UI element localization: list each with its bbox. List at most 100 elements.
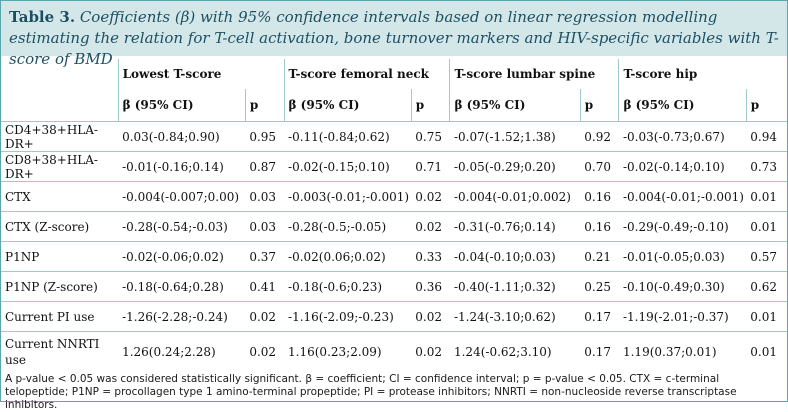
beta-cell: 1.16(0.23;2.09): [284, 331, 412, 372]
table-row: Current PI use -1.26(-2.28;-0.24) 0.02 -…: [1, 301, 787, 332]
p-cell: 0.25: [580, 271, 619, 302]
table-row: CD4+38+HLA-DR+ 0.03(-0.84;0.90) 0.95 -0.…: [1, 121, 787, 152]
group-header: Lowest T-score: [117, 59, 285, 89]
beta-cell: -1.24(-3.10;0.62): [449, 301, 581, 332]
variable-cell: Current NNRTI use: [1, 331, 119, 372]
beta-cell: -0.28(-0.5;-0.05): [284, 211, 412, 242]
regression-table: Lowest T-score T-score femoral neck T-sc…: [1, 59, 787, 372]
p-cell: 0.41: [245, 271, 285, 302]
beta-cell: -0.18(-0.6;0.23): [284, 271, 412, 302]
group-header: T-score femoral neck: [283, 59, 450, 89]
beta-header: β (95% CI): [283, 89, 412, 122]
caption-label: Table 3.: [9, 8, 76, 26]
beta-cell: -0.31(-0.76;0.14): [449, 211, 581, 242]
table-row: P1NP -0.02(-0.06;0.02) 0.37 -0.02(0.06;0…: [1, 241, 787, 272]
p-cell: 0.62: [746, 271, 787, 302]
p-cell: 0.71: [411, 151, 450, 182]
empty-header-cell: [1, 59, 118, 89]
variable-cell: CD4+38+HLA-DR+: [1, 121, 119, 152]
beta-cell: -0.004(-0.01;0.002): [449, 181, 581, 212]
table-footnote: A p-value < 0.05 was considered statisti…: [5, 373, 737, 411]
beta-header: β (95% CI): [618, 89, 747, 122]
p-cell: 0.17: [580, 301, 619, 332]
beta-cell: -0.18(-0.64;0.28): [118, 271, 246, 302]
group-header: T-score lumbar spine: [449, 59, 619, 89]
beta-cell: -0.28(-0.54;-0.03): [118, 211, 246, 242]
variable-cell: Current PI use: [1, 301, 119, 332]
p-cell: 0.02: [245, 331, 285, 372]
p-cell: 0.01: [746, 211, 787, 242]
beta-cell: -0.02(-0.15;0.10): [284, 151, 412, 182]
variable-cell: P1NP (Z-score): [1, 271, 119, 302]
beta-cell: -0.02(-0.06;0.02): [118, 241, 246, 272]
beta-cell: 1.24(-0.62;3.10): [449, 331, 581, 372]
variable-cell: CD8+38+HLA-DR+: [1, 151, 119, 182]
p-cell: 0.94: [746, 121, 787, 152]
p-cell: 0.37: [245, 241, 285, 272]
beta-cell: -1.16(-2.09;-0.23): [284, 301, 412, 332]
beta-header: β (95% CI): [449, 89, 581, 122]
p-header: p: [244, 89, 285, 122]
p-cell: 0.70: [580, 151, 619, 182]
p-cell: 0.36: [411, 271, 450, 302]
beta-cell: -0.04(-0.10;0.03): [449, 241, 581, 272]
p-cell: 0.16: [580, 211, 619, 242]
beta-cell: -0.03(-0.73;0.67): [618, 121, 747, 152]
beta-cell: -0.02(-0.14;0.10): [618, 151, 747, 182]
p-header: p: [745, 89, 787, 122]
table-row: Current NNRTI use 1.26(0.24;2.28) 0.02 1…: [1, 331, 787, 372]
p-cell: 0.02: [245, 301, 285, 332]
p-cell: 0.16: [580, 181, 619, 212]
p-cell: 0.01: [746, 181, 787, 212]
beta-cell: -0.004(-0.01;-0.001): [618, 181, 747, 212]
p-cell: 0.75: [411, 121, 450, 152]
p-header: p: [410, 89, 450, 122]
table-row: CD8+38+HLA-DR+ -0.01(-0.16;0.14) 0.87 -0…: [1, 151, 787, 182]
table-row: CTX -0.004(-0.007;0.00) 0.03 -0.003(-0.0…: [1, 181, 787, 212]
p-cell: 0.95: [245, 121, 285, 152]
beta-cell: -0.40(-1.11;0.32): [449, 271, 581, 302]
p-cell: 0.57: [746, 241, 787, 272]
variable-cell: CTX (Z-score): [1, 211, 119, 242]
beta-cell: 1.26(0.24;2.28): [118, 331, 246, 372]
group-header: T-score hip: [618, 59, 787, 89]
table-row: CTX (Z-score) -0.28(-0.54;-0.03) 0.03 -0…: [1, 211, 787, 242]
beta-cell: -0.01(-0.05;0.03): [618, 241, 747, 272]
beta-cell: -0.11(-0.84;0.62): [284, 121, 412, 152]
beta-cell: -0.003(-0.01;-0.001): [284, 181, 412, 212]
p-cell: 0.21: [580, 241, 619, 272]
p-cell: 0.02: [411, 331, 450, 372]
beta-cell: -0.004(-0.007;0.00): [118, 181, 246, 212]
table-row: P1NP (Z-score) -0.18(-0.64;0.28) 0.41 -0…: [1, 271, 787, 302]
group-header-row: Lowest T-score T-score femoral neck T-sc…: [1, 59, 787, 89]
variable-cell: CTX: [1, 181, 119, 212]
p-header: p: [579, 89, 619, 122]
caption-text: Coefficients (β) with 95% confidence int…: [9, 8, 779, 68]
p-cell: 0.03: [245, 181, 285, 212]
beta-cell: -0.07(-1.52;1.38): [449, 121, 581, 152]
beta-cell: -1.19(-2.01;-0.37): [618, 301, 747, 332]
beta-cell: -0.05(-0.29;0.20): [449, 151, 581, 182]
p-cell: 0.17: [580, 331, 619, 372]
beta-cell: 1.19(0.37;0.01): [618, 331, 747, 372]
p-cell: 0.01: [746, 301, 787, 332]
p-cell: 0.92: [580, 121, 619, 152]
beta-cell: -1.26(-2.28;-0.24): [118, 301, 246, 332]
beta-cell: -0.10(-0.49;0.30): [618, 271, 747, 302]
p-cell: 0.02: [411, 301, 450, 332]
table-caption: Table 3. Coefficients (β) with 95% confi…: [1, 1, 787, 68]
p-cell: 0.01: [746, 331, 787, 372]
p-cell: 0.73: [746, 151, 787, 182]
variable-cell: P1NP: [1, 241, 119, 272]
beta-cell: -0.02(0.06;0.02): [284, 241, 412, 272]
p-cell: 0.03: [245, 211, 285, 242]
beta-cell: -0.29(-0.49;-0.10): [618, 211, 747, 242]
beta-cell: -0.01(-0.16;0.14): [118, 151, 246, 182]
subheader-row: β (95% CI) p β (95% CI) p β (95% CI) p β…: [1, 89, 787, 122]
p-cell: 0.02: [411, 211, 450, 242]
p-cell: 0.87: [245, 151, 285, 182]
p-cell: 0.33: [411, 241, 450, 272]
beta-header: β (95% CI): [117, 89, 246, 122]
p-cell: 0.02: [411, 181, 450, 212]
